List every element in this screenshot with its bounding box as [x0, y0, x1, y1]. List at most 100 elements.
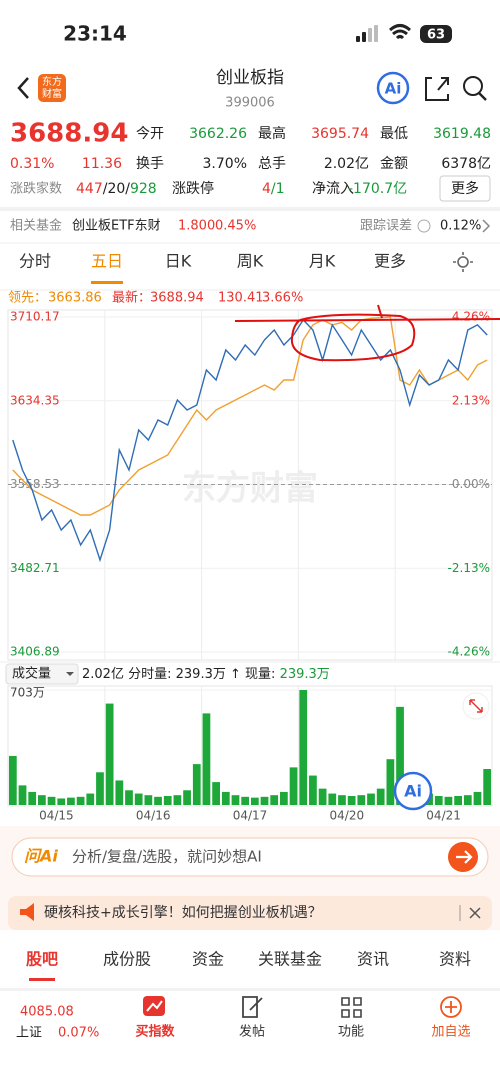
volume-bar [38, 795, 46, 805]
chart-tab[interactable]: 月K [309, 252, 336, 271]
chart-tab[interactable]: 周K [237, 252, 264, 271]
latest-label: 最新： [112, 290, 151, 306]
chart-tab[interactable]: 日K [165, 252, 192, 271]
volume-selector-text[interactable]: 成交量 [12, 666, 51, 682]
back-button[interactable] [17, 77, 29, 99]
volume-bar [376, 788, 385, 805]
up-arrow: ↑ [230, 667, 241, 682]
volume-bar [163, 796, 172, 805]
stat-label: 总手 [258, 156, 286, 172]
volume-bar [309, 775, 317, 805]
function-icon[interactable] [341, 997, 362, 1018]
post-icon[interactable] [242, 996, 263, 1018]
volume-bar [270, 795, 279, 805]
watchlist-icon[interactable] [440, 996, 462, 1018]
banner[interactable] [8, 896, 492, 930]
volume-bar [221, 791, 230, 805]
expand-icon[interactable] [469, 699, 483, 713]
info-icon[interactable] [417, 219, 431, 233]
volume-bar [299, 690, 308, 805]
watermark: 东方财富 [182, 469, 318, 509]
volume-bar [173, 795, 182, 805]
limit-up: 4 [262, 181, 271, 197]
volume-selector[interactable] [5, 663, 79, 685]
search-button[interactable] [463, 76, 483, 96]
nav-item[interactable]: 买指数 [135, 1024, 175, 1040]
section-tab[interactable]: 关联基金 [258, 950, 322, 969]
chevron [482, 219, 491, 233]
sse-value: 4085.08 [20, 1005, 74, 1020]
latest-value: 3688.94 [150, 291, 204, 306]
section-tab[interactable]: 成份股 [103, 950, 151, 969]
section-tab[interactable]: 股吧 [26, 950, 58, 969]
annotation-ellipse [290, 304, 416, 362]
volume-bar [202, 713, 211, 805]
section-tabs: 股吧 成份股 资金 关联基金 资讯 资料 [26, 950, 471, 981]
volume-frame [7, 685, 493, 807]
volume-bar [28, 791, 37, 805]
send-arrow[interactable] [456, 850, 473, 864]
settings-button[interactable] [453, 252, 473, 272]
stat-value: 3662.26 [189, 126, 247, 142]
y2-tick-label: 4.26% [452, 310, 490, 324]
more-button[interactable] [439, 175, 491, 202]
y2-tick-label: 2.13% [452, 393, 490, 407]
stat-value: 6378亿 [441, 156, 491, 172]
section-tab[interactable]: 资讯 [357, 950, 389, 969]
volume-bar [386, 759, 395, 805]
volume-header: 2.02亿 分时量: 239.3万 ↑ 现量: 239.3万 [82, 667, 330, 682]
ai-float-button[interactable] [393, 771, 433, 811]
search-button-handle[interactable] [478, 92, 487, 101]
ai-input[interactable] [11, 837, 489, 877]
volume-bar [96, 772, 104, 805]
share-button[interactable] [425, 77, 449, 101]
chart-tab[interactable]: 分时 [19, 252, 51, 271]
bottom-nav: 买指数 发帖 功能 加自选 [135, 1024, 470, 1040]
more-button-text[interactable]: 更多 [451, 180, 479, 197]
volume-bar [367, 793, 375, 805]
chart-tab[interactable]: 更多 [374, 252, 406, 271]
ai-placeholder[interactable]: 分析/复盘/选股，就问妙想AI [72, 848, 262, 866]
volume-bar [328, 793, 337, 805]
volume-bar [125, 790, 133, 805]
ai-float-text[interactable]: Ai [404, 782, 422, 801]
stat-value: 3.70% [203, 156, 247, 172]
stat-value: 3695.74 [311, 126, 369, 142]
y2-tick-label: -2.13% [448, 561, 490, 575]
volume-bar [260, 796, 269, 805]
app-logo [38, 74, 66, 102]
bar-volume: 239.3万 [176, 667, 226, 682]
section-tab[interactable]: 资金 [192, 950, 224, 969]
stat-label: 今开 [136, 126, 164, 142]
megaphone-icon [20, 903, 34, 921]
banner-text[interactable]: 硬核科技+成长引擎！如何把握创业板机遇？ [44, 905, 322, 921]
volume-bar [434, 796, 443, 805]
fund-name[interactable]: 创业板ETF东财 [72, 219, 161, 234]
volume-bar [463, 795, 472, 805]
tracking-error-label: 跟踪误差 [360, 219, 412, 234]
advancers: 447 [76, 181, 103, 197]
chart-tab[interactable]: 五日 [91, 252, 123, 271]
ai-button-text[interactable]: Ai [385, 80, 402, 98]
nav-item[interactable]: 加自选 [431, 1025, 470, 1040]
x-tick-label: 04/16 [136, 809, 171, 823]
sse-change: 0.07% [58, 1026, 99, 1041]
wifi-icon [388, 24, 412, 40]
nav-item[interactable]: 发帖 [239, 1024, 265, 1040]
buy-icon-chart [146, 1000, 163, 1012]
y2-tick-label: -4.26% [448, 645, 490, 659]
volume-bar [357, 795, 366, 805]
section-tab[interactable]: 资料 [439, 950, 471, 969]
nav-item[interactable]: 功能 [338, 1025, 364, 1040]
volume-bar [280, 791, 288, 805]
volume-bar [86, 793, 95, 805]
volume-bar [134, 793, 143, 805]
lead-value: 3663.86 [48, 291, 102, 306]
volume-bar [192, 764, 201, 805]
ai-button[interactable] [376, 71, 410, 105]
stat-value: 2.02亿 [324, 156, 369, 172]
fund-change: 0.45% [215, 219, 256, 234]
banner-close[interactable] [469, 907, 481, 919]
sse-name: 上证 [16, 1026, 42, 1041]
